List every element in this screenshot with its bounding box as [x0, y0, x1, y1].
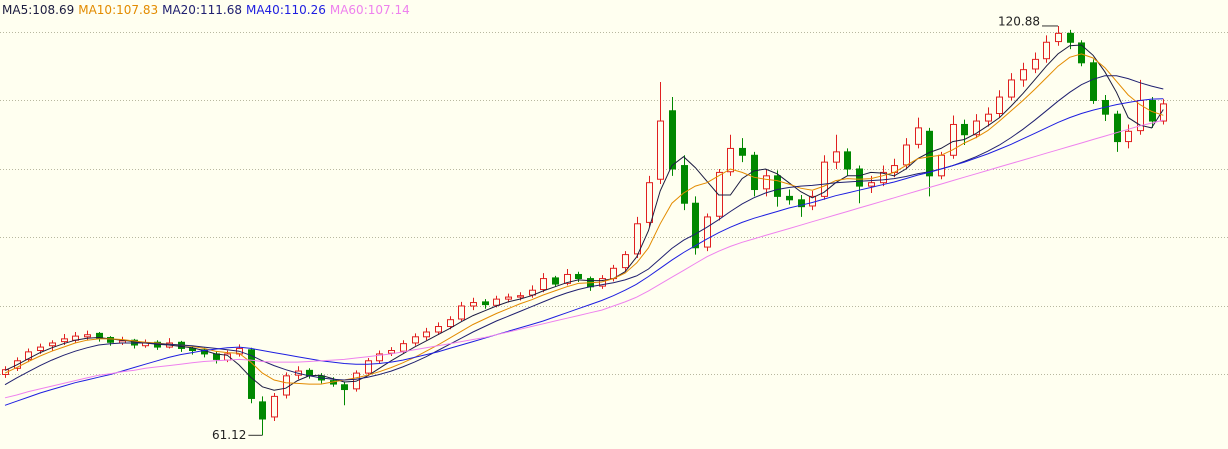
candle-body	[37, 346, 44, 352]
candle-body	[423, 331, 430, 338]
candle-body	[575, 273, 582, 280]
candle-body	[880, 171, 887, 184]
ma-line	[4, 75, 1164, 386]
legend-entry: MA20:111.68	[162, 3, 242, 17]
candle-body	[564, 273, 571, 284]
candle-body	[798, 199, 805, 208]
candle-body	[1020, 69, 1027, 81]
candle-body	[961, 123, 968, 136]
candle-body	[915, 127, 922, 145]
candle-body	[435, 326, 442, 333]
legend-entry: MA60:107.14	[330, 3, 410, 17]
candle-body	[470, 302, 477, 307]
legend-entry: MA10:107.83	[78, 3, 158, 17]
candle-body	[458, 305, 465, 320]
legend-entry: MA40:110.26	[246, 3, 326, 17]
candle-body	[283, 375, 290, 396]
candle-body	[400, 343, 407, 352]
ma-line	[4, 53, 1164, 385]
candle-body	[412, 336, 419, 344]
candle-body	[622, 254, 629, 269]
candle-body	[259, 401, 266, 420]
candle-body	[61, 338, 68, 343]
candle-body	[189, 347, 196, 352]
legend: MA5:108.69 MA10:107.83 MA20:111.68 MA40:110…	[2, 3, 410, 17]
candle-body	[716, 171, 723, 217]
candle-body	[985, 113, 992, 122]
candle-body	[856, 168, 863, 187]
candle-body	[833, 151, 840, 163]
candle-body	[704, 216, 711, 248]
candle-body	[657, 120, 664, 180]
candle-body	[1043, 41, 1050, 60]
candle-body	[763, 175, 770, 190]
candle-body	[774, 175, 781, 197]
candle-body	[248, 349, 255, 399]
candle-body	[669, 110, 676, 170]
candle-body	[517, 295, 524, 298]
candle-body	[540, 278, 547, 291]
candle-body	[49, 342, 56, 347]
candle-body	[1149, 99, 1156, 122]
ma-line	[4, 98, 1164, 406]
ma-line	[4, 44, 1164, 391]
candle-body	[107, 336, 114, 343]
candle-body	[482, 301, 489, 306]
candle-body	[996, 96, 1003, 115]
min-label: 61.12	[212, 428, 246, 442]
candle-body	[365, 360, 372, 374]
candle-body	[1125, 130, 1132, 143]
candle-body	[868, 182, 875, 187]
candle-body	[96, 332, 103, 339]
candle-body	[1090, 62, 1097, 101]
candle-body	[727, 147, 734, 173]
candle-body	[950, 123, 957, 156]
candle-body	[84, 334, 91, 338]
candle-body	[1067, 32, 1074, 43]
candle-body	[1055, 32, 1062, 43]
candle-body	[1008, 79, 1015, 98]
candle-body	[739, 147, 746, 156]
max-label: 120.88	[998, 14, 1040, 28]
candle-body	[692, 202, 699, 249]
candle-body	[505, 296, 512, 300]
candle-body	[646, 182, 653, 223]
candle-body	[447, 319, 454, 328]
candle-body	[1032, 58, 1039, 70]
candle-body	[552, 277, 559, 285]
candle-body	[493, 298, 500, 306]
legend-entry: MA5:108.69	[2, 3, 74, 17]
candle-body	[844, 151, 851, 170]
candle-body	[341, 384, 348, 391]
candle-body	[1078, 42, 1085, 64]
candle-body	[938, 154, 945, 177]
ma-line	[4, 119, 1164, 399]
candle-body	[25, 351, 32, 360]
candle-body	[903, 144, 910, 166]
candle-body	[388, 350, 395, 354]
candle-body	[1160, 103, 1167, 122]
candle-body	[271, 395, 278, 418]
candle-body	[681, 165, 688, 204]
candle-body	[821, 161, 828, 197]
candle-body	[786, 195, 793, 201]
candle-body	[973, 120, 980, 136]
candle-body	[1114, 113, 1121, 143]
candle-body	[376, 353, 383, 362]
